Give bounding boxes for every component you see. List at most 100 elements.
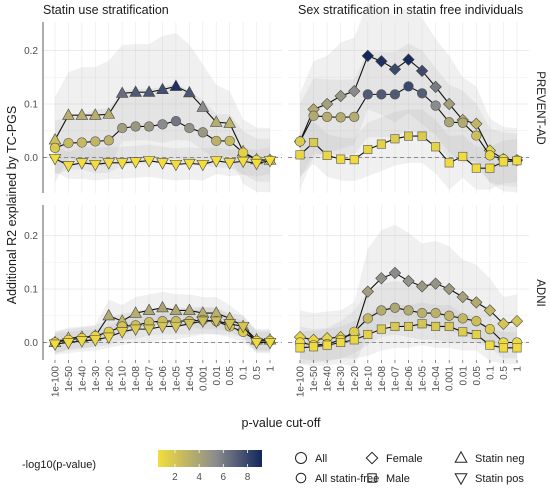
x-ticks: 1e-100 1e-50 1e-40 1e-30 1e-20 1e-10 1e-08 1e-0…: [51, 360, 524, 397]
data-point: [375, 272, 388, 285]
data-point: [376, 305, 387, 316]
data-point: [388, 63, 402, 76]
data-point: [390, 321, 400, 331]
data-point: [90, 136, 101, 147]
data-point: [75, 336, 89, 348]
data-point: [224, 135, 235, 147]
data-point: [196, 100, 210, 112]
legend-diamond-icon: [365, 451, 379, 465]
y-ticks: 0.0 0.1 0.2 0.0 0.1 0.2: [24, 46, 38, 349]
data-point: [431, 142, 441, 152]
data-point: [431, 321, 441, 331]
data-point: [75, 158, 89, 170]
data-point: [457, 117, 468, 128]
legend-colorbar: -log10(p-value) 2 4 6 8: [22, 450, 262, 483]
x-tick-label: 1e-04: [185, 366, 196, 392]
data-point: [209, 115, 223, 127]
data-point: [129, 306, 142, 318]
data-point: [156, 300, 169, 313]
data-point: [183, 85, 196, 98]
data-point: [209, 156, 223, 168]
data-point: [48, 339, 62, 351]
data-point: [89, 108, 102, 120]
x-axis-label: p-value cut-off: [242, 416, 322, 430]
data-point: [483, 304, 496, 317]
colorbar-tick-label: 6: [221, 472, 227, 483]
data-point: [336, 337, 346, 347]
data-point: [48, 154, 62, 166]
data-point: [336, 154, 346, 164]
data-point: [63, 137, 74, 149]
x-tick-label: 1e-04: [431, 366, 442, 392]
data-point: [388, 266, 402, 280]
x-tick-label: 0.5: [252, 366, 263, 380]
data-point: [349, 335, 359, 345]
y-tick-label: 0.0: [24, 338, 38, 349]
data-point: [115, 158, 129, 170]
x-tick-label: 1e-05: [171, 366, 182, 392]
data-point: [389, 89, 401, 100]
data-point: [444, 158, 454, 168]
data-point: [103, 135, 114, 146]
data-point: [183, 319, 196, 331]
data-point: [430, 100, 441, 111]
data-point: [348, 85, 361, 98]
x-tick-label: 1e-06: [404, 366, 415, 392]
data-point: [62, 337, 75, 350]
x-tick-label: 1: [266, 366, 277, 372]
col-title-statin: Statin use stratification: [43, 3, 169, 17]
data-point: [309, 342, 319, 352]
data-point: [223, 158, 236, 170]
data-point: [209, 316, 223, 328]
data-point: [484, 150, 495, 161]
x-tick-label: 0.05: [225, 366, 236, 386]
legend-square-icon: [367, 473, 377, 483]
data-point: [115, 86, 129, 98]
data-point: [129, 324, 142, 336]
col-title-sex: Sex stratification in statin free indivi…: [298, 3, 523, 17]
data-point: [156, 158, 169, 170]
data-point: [308, 110, 319, 121]
data-point: [76, 137, 87, 148]
data-point: [363, 144, 373, 154]
data-point: [471, 316, 482, 327]
data-point: [49, 142, 61, 153]
x-tick-label: 1e-30: [91, 366, 102, 392]
data-point: [294, 136, 306, 147]
data-point: [403, 131, 413, 141]
data-point: [309, 138, 319, 148]
confidence-band: [300, 2, 517, 193]
data-point: [444, 117, 455, 128]
data-point: [250, 337, 263, 350]
data-point: [322, 111, 333, 122]
data-point: [416, 307, 428, 319]
data-point: [102, 107, 116, 119]
data-point: [458, 327, 468, 337]
data-point: [444, 321, 454, 331]
data-point: [470, 296, 483, 309]
data-point: [470, 117, 483, 130]
data-point: [142, 85, 156, 97]
data-point: [322, 150, 332, 160]
data-point: [130, 121, 141, 132]
legend-label: Statin pos: [475, 473, 524, 485]
data-point: [157, 119, 168, 130]
data-point: [334, 89, 347, 103]
data-point: [62, 161, 75, 173]
data-point: [457, 313, 468, 324]
x-tick-label: 0.01: [458, 366, 469, 386]
data-point: [485, 340, 495, 350]
colorbar-tick-label: 2: [172, 472, 178, 483]
confidence-band: [55, 32, 270, 193]
x-tick-label: 1e-50: [64, 366, 75, 392]
data-point: [102, 332, 116, 344]
x-tick-label: 1e-10: [118, 366, 129, 392]
data-point: [498, 157, 508, 167]
x-tick-label: 1e-05: [418, 366, 429, 392]
data-point: [236, 156, 250, 169]
data-point: [417, 131, 427, 141]
data-point: [115, 327, 129, 339]
confidence-band: [300, 43, 517, 187]
data-point: [117, 122, 128, 134]
row-label-adni: ADNI: [534, 279, 546, 306]
